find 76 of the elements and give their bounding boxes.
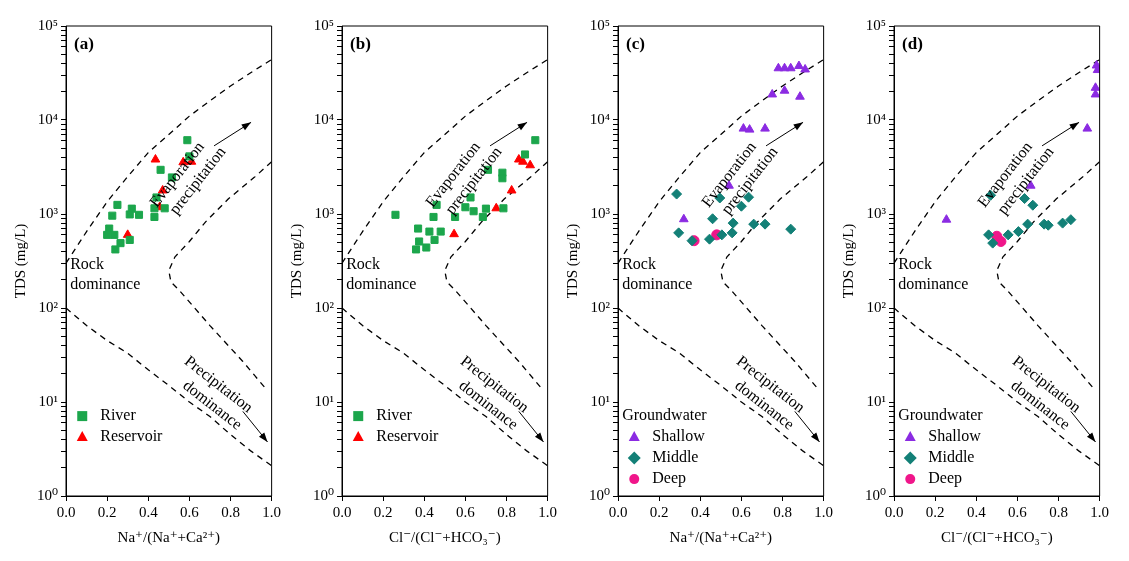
y-tick-label: 10⁴ (589, 110, 611, 127)
x-tick-label: 0.2 (97, 503, 117, 520)
y-tick-label: 10⁵ (37, 16, 59, 33)
legend-label: River (100, 406, 137, 424)
x-axis-title: Cl⁻/(Cl⁻+HCO₃⁻) (941, 528, 1053, 546)
x-tick-label: 0.0 (56, 503, 76, 520)
x-tick-label: 1.0 (538, 503, 557, 520)
legend-label: Middle (652, 448, 699, 466)
y-axis-title: TDS (mg/L) (563, 223, 581, 299)
y-axis-title: TDS (mg/L) (287, 223, 305, 299)
legend-title: Groundwater (898, 406, 984, 424)
x-axis-title: Na⁺/(Na⁺+Ca²⁺) (117, 528, 221, 546)
text: (d) (902, 33, 923, 53)
x-tick-label: 0.2 (925, 503, 945, 520)
y-tick-label: 10⁴ (865, 110, 887, 127)
x-tick-label: 0.4 (138, 503, 159, 520)
x-tick-label: 0.6 (180, 503, 200, 520)
text: (b) (350, 33, 371, 53)
y-tick-label: 10¹ (314, 392, 335, 409)
legend-label: Reservoir (376, 427, 440, 445)
y-tick-label: 10⁵ (865, 16, 887, 33)
x-tick-label: 0.8 (1049, 503, 1068, 520)
x-tick-label: 0.4 (966, 503, 987, 520)
y-tick-label: 10⁰ (865, 486, 887, 503)
x-tick-label: 0.2 (373, 503, 393, 520)
y-tick-label: 10² (314, 298, 335, 315)
x-tick-label: 0.6 (456, 503, 476, 520)
y-tick-label: 10⁰ (313, 486, 335, 503)
legend-label: Reservoir (100, 427, 164, 445)
y-tick-label: 10³ (314, 204, 335, 221)
x-axis-title: Na⁺/(Na⁺+Ca²⁺) (669, 528, 773, 546)
y-tick-label: 10³ (590, 204, 611, 221)
y-tick-label: 10⁴ (37, 110, 59, 127)
annotation: Rock dominance (898, 255, 969, 293)
x-tick-label: 1.0 (262, 503, 281, 520)
y-axis-title: TDS (mg/L) (11, 223, 29, 299)
annotation: Rock dominance (346, 255, 417, 293)
legend-label: Shallow (928, 427, 982, 445)
y-tick-label: 10⁵ (589, 16, 611, 33)
y-tick-label: 10⁴ (313, 110, 335, 127)
x-tick-label: 0.4 (414, 503, 435, 520)
annotation: Rock dominance (622, 255, 693, 293)
x-tick-label: 0.0 (608, 503, 628, 520)
y-tick-label: 10⁰ (589, 486, 611, 503)
x-tick-label: 0.8 (221, 503, 240, 520)
legend-label: Deep (652, 469, 686, 488)
x-tick-label: 0.6 (732, 503, 752, 520)
legend-label: Middle (928, 448, 975, 466)
y-tick-label: 10⁰ (37, 486, 59, 503)
legend-label: River (376, 406, 413, 424)
y-tick-label: 10³ (38, 204, 59, 221)
text: (c) (626, 33, 645, 53)
x-tick-label: 0.0 (884, 503, 904, 520)
x-tick-label: 0.6 (1008, 503, 1028, 520)
annotation: Rock dominance (70, 255, 141, 293)
legend-label: Deep (928, 469, 962, 488)
x-tick-label: 0.0 (332, 503, 352, 520)
y-tick-label: 10¹ (38, 392, 59, 409)
y-tick-label: 10² (590, 298, 611, 315)
x-tick-label: 0.8 (497, 503, 516, 520)
x-tick-label: 1.0 (814, 503, 833, 520)
x-tick-label: 0.8 (773, 503, 792, 520)
y-tick-label: 10¹ (866, 392, 887, 409)
y-tick-label: 10¹ (590, 392, 611, 409)
x-tick-label: 0.4 (690, 503, 711, 520)
y-tick-label: 10³ (866, 204, 887, 221)
y-tick-label: 10² (38, 298, 59, 315)
y-tick-label: 10² (866, 298, 887, 315)
x-tick-label: 1.0 (1090, 503, 1109, 520)
legend-label: Shallow (652, 427, 706, 445)
x-axis-title: Cl⁻/(Cl⁻+HCO₃⁻) (389, 528, 501, 546)
text: (a) (74, 33, 94, 53)
y-tick-label: 10⁵ (313, 16, 335, 33)
y-axis-title: TDS (mg/L) (839, 223, 857, 299)
x-tick-label: 0.2 (649, 503, 669, 520)
legend-title: Groundwater (622, 406, 708, 424)
